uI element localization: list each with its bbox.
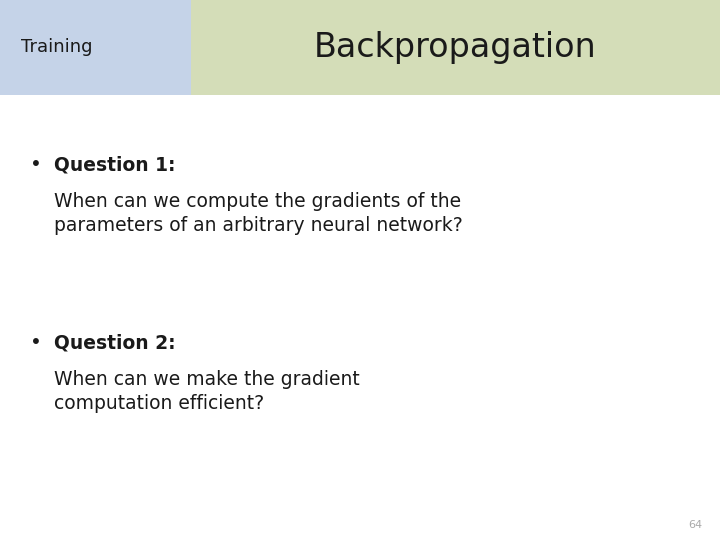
Text: •: •: [30, 333, 42, 353]
Text: Training: Training: [22, 38, 93, 56]
Text: Backpropagation: Backpropagation: [314, 31, 597, 64]
Text: When can we make the gradient
computation efficient?: When can we make the gradient computatio…: [54, 370, 360, 413]
Text: Question 1:: Question 1:: [54, 155, 176, 174]
FancyBboxPatch shape: [0, 0, 191, 94]
Text: 64: 64: [688, 520, 702, 530]
Text: •: •: [30, 155, 42, 174]
FancyBboxPatch shape: [191, 0, 720, 94]
Text: When can we compute the gradients of the
parameters of an arbitrary neural netwo: When can we compute the gradients of the…: [54, 192, 463, 235]
Text: Question 2:: Question 2:: [54, 333, 176, 353]
